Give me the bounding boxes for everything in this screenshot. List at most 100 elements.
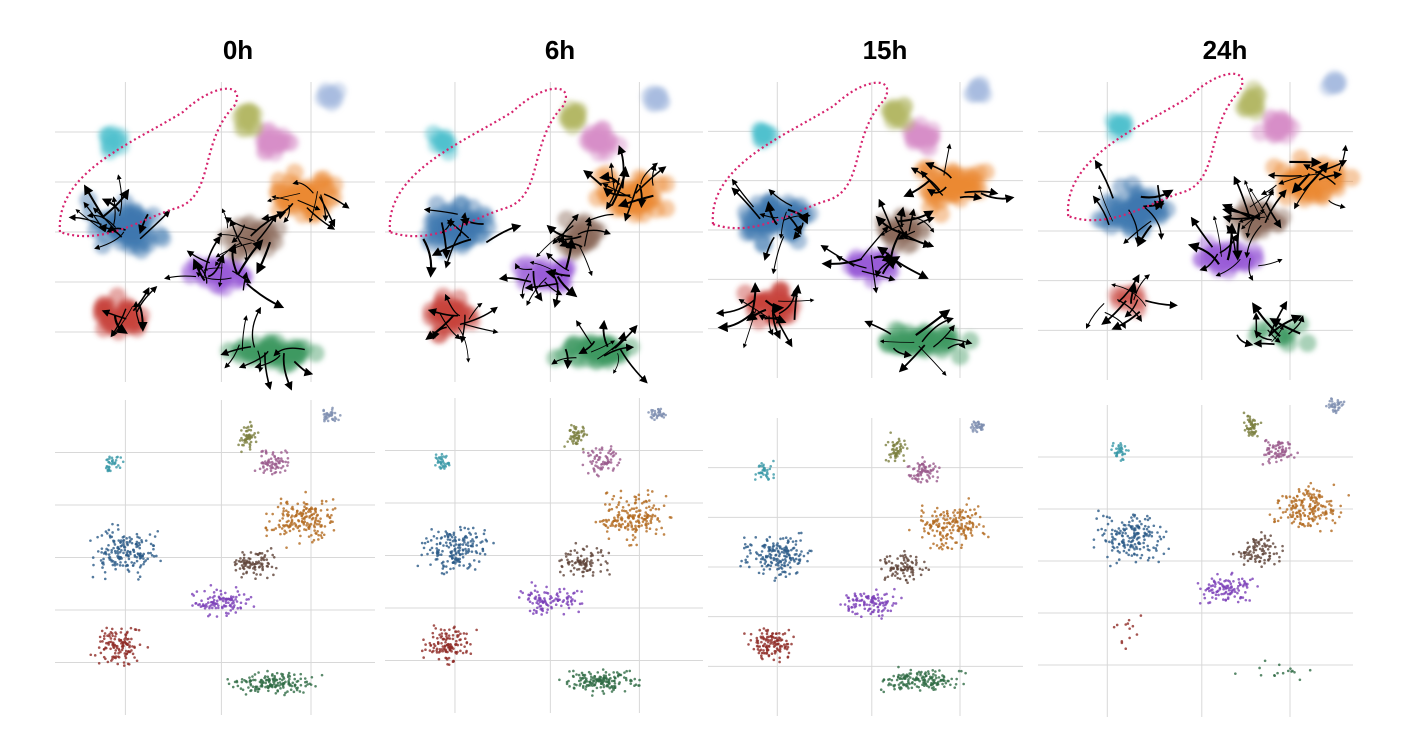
- cell: [465, 651, 468, 654]
- cell: [630, 525, 634, 529]
- cell: [214, 602, 218, 605]
- cell: [244, 563, 248, 566]
- cell: [931, 514, 934, 518]
- cell: [106, 469, 110, 473]
- cell: [969, 426, 973, 429]
- cell: [914, 559, 918, 562]
- cell: [242, 567, 246, 571]
- cell: [851, 598, 855, 601]
- cell: [122, 644, 125, 648]
- cell: [287, 671, 291, 675]
- streamline: [137, 303, 148, 332]
- streamline: [238, 350, 269, 369]
- cell: [1101, 533, 1104, 537]
- cell: [928, 476, 931, 480]
- cell: [304, 684, 307, 688]
- cell: [941, 534, 944, 538]
- cell: [428, 641, 432, 645]
- cell: [304, 528, 308, 532]
- streamline: [590, 340, 615, 353]
- cell: [247, 686, 250, 689]
- cell: [597, 474, 600, 478]
- cell: [554, 603, 558, 607]
- cell: [126, 568, 130, 572]
- cell: [618, 458, 622, 461]
- cell: [284, 531, 288, 534]
- cell: [535, 606, 539, 610]
- cell: [608, 573, 611, 576]
- cell: [1105, 515, 1109, 519]
- cell: [923, 560, 926, 564]
- cell: [534, 597, 537, 601]
- cell: [885, 555, 889, 559]
- cell: [797, 531, 801, 535]
- cell: [492, 541, 495, 545]
- cell: [1156, 531, 1159, 534]
- cell: [108, 635, 111, 638]
- cell: [437, 641, 440, 645]
- cell: [264, 681, 268, 685]
- cell: [121, 460, 125, 464]
- cell: [637, 509, 641, 512]
- cell: [304, 511, 308, 515]
- cell: [764, 629, 768, 632]
- cell: [454, 551, 458, 555]
- cell: [326, 413, 329, 417]
- cell: [271, 453, 274, 456]
- cell: [572, 573, 576, 576]
- cell: [1137, 541, 1141, 544]
- cell: [111, 655, 114, 659]
- cell: [297, 529, 301, 533]
- cell: [760, 550, 764, 553]
- cell: [891, 440, 895, 444]
- cell: [648, 527, 652, 531]
- cell: [91, 575, 95, 579]
- cell: [595, 454, 599, 457]
- cell: [754, 536, 758, 539]
- cell: [263, 554, 267, 557]
- cell: [929, 524, 933, 528]
- cell: [882, 601, 885, 605]
- cell: [260, 558, 263, 562]
- grid: [385, 398, 703, 713]
- cell: [259, 680, 263, 684]
- cell: [209, 600, 213, 604]
- cell: [765, 632, 769, 636]
- cell: [190, 592, 194, 596]
- cell: [933, 510, 937, 513]
- cell: [862, 603, 866, 607]
- cell: [282, 682, 286, 685]
- cell: [469, 642, 472, 646]
- panel: [55, 82, 375, 715]
- cell: [1131, 519, 1134, 522]
- cell: [105, 547, 108, 551]
- cell: [798, 559, 802, 563]
- cell: [898, 677, 902, 680]
- cell: [444, 648, 448, 652]
- cell: [468, 531, 471, 535]
- cell: [1146, 518, 1150, 522]
- cell: [769, 635, 773, 638]
- cell: [854, 594, 858, 598]
- cell: [773, 644, 777, 647]
- cell: [546, 592, 550, 595]
- cell: [891, 452, 895, 455]
- cell: [130, 561, 133, 564]
- cell: [958, 526, 961, 529]
- streamline: [545, 268, 570, 279]
- cell: [215, 615, 219, 618]
- cell: [298, 690, 302, 693]
- cell: [760, 564, 764, 568]
- cell: [889, 455, 892, 459]
- cell: [119, 631, 123, 634]
- cell: [208, 596, 212, 599]
- cell: [770, 652, 774, 656]
- cell: [880, 597, 884, 600]
- cell: [302, 691, 305, 694]
- cell: [646, 89, 665, 108]
- cell: [120, 549, 123, 552]
- cell: [560, 564, 564, 568]
- cell: [429, 563, 432, 566]
- cell: [205, 603, 208, 606]
- cell: [423, 541, 427, 545]
